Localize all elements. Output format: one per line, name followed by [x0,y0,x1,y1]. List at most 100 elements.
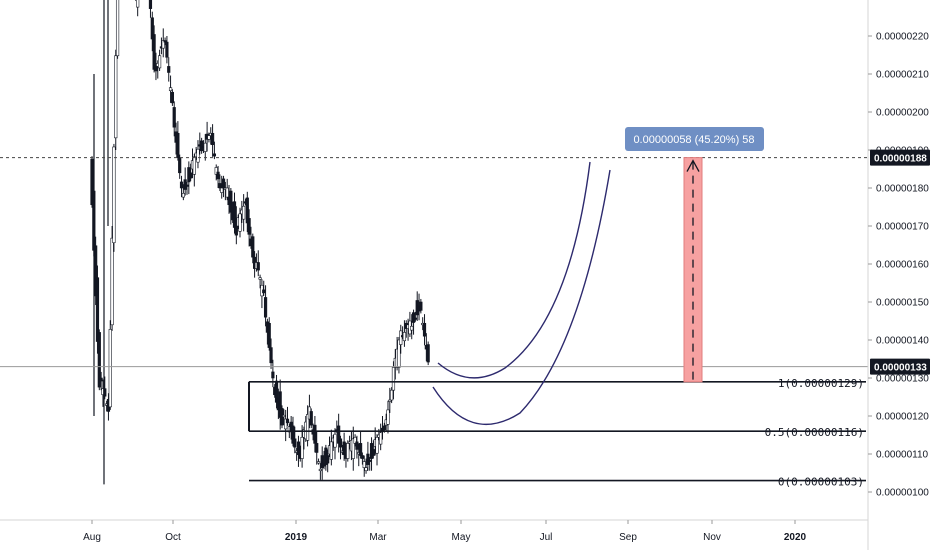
candle-body [163,40,167,43]
candle-body [154,64,158,72]
x-tick-label: Jul [540,532,553,543]
candle-body [234,218,238,236]
price-tag [870,358,930,375]
candle-body [351,438,355,459]
candle-body [358,443,363,456]
candle-body [97,332,101,388]
y-tick-label: 0.00000120 [876,412,929,423]
y-tick-label: 0.00000110 [876,450,929,461]
candle-body [364,467,368,472]
candle-body [150,17,154,40]
candle-body [269,347,273,364]
candle-body [262,289,266,294]
candle-body [397,339,401,368]
candle-body [284,418,288,430]
candle-body [282,414,286,418]
candle-body [338,438,343,448]
y-tick-label: 0.00000160 [876,260,929,271]
candle-body [320,455,324,468]
price-range-measure[interactable]: 0.00000058 (45.20%) 58 [625,127,764,383]
y-tick-label: 0.00000100 [876,488,929,499]
candle-body [176,132,180,158]
candle-body [170,91,174,104]
candle-body [337,425,341,444]
candle-body [296,441,301,456]
y-tick-label: 0.00000140 [876,336,929,347]
candle-body [371,449,375,456]
price-tag-label: 0.00000133 [874,363,927,374]
candle-body [172,107,176,128]
candle-body [189,172,193,179]
fib-level-label: 0(0.00000103) [778,476,864,489]
candle-body [263,297,268,318]
candle-body [178,157,182,174]
candle-body [368,459,372,462]
price-tag [870,149,930,166]
candle-body [183,179,187,190]
x-tick-label: May [452,532,471,543]
candle-body [333,433,337,448]
candle-body [148,0,153,9]
candle-body [402,332,407,342]
candle-series [90,0,430,485]
candle-body [410,326,414,331]
candle-body [419,301,423,311]
candle-body [229,190,233,213]
candle-body [112,146,116,244]
candle-body [267,322,271,348]
candle-body [366,453,370,465]
y-tick-label: 0.00000210 [876,70,929,81]
candle-body [411,312,416,323]
plot-area[interactable]: 1(0.00000129) 0.5(0.00000116) 0(0.00000103… [0,0,868,520]
candle-body [218,183,222,189]
candle-body [426,344,430,363]
measure-arrow-head [686,159,700,172]
candle-body [245,197,249,224]
candle-body [413,317,417,320]
x-axis[interactable]: Aug Oct 2019 Mar May Jul Sep Nov 2020 [0,519,868,543]
candle-body [256,262,260,271]
candle-body [313,424,317,444]
x-tick-label: 2019 [285,532,308,543]
x-tick-label: Aug [83,532,101,543]
projection-curves[interactable] [432,161,611,426]
candle-body [225,187,229,198]
candle-body [305,414,310,441]
candle-body [95,277,100,342]
y-axis[interactable]: 0.00000100 0.00000110 0.00000120 0.00000130… [867,0,930,550]
candle-body [316,461,321,464]
projection-curve-upper[interactable] [437,161,591,379]
candle-body [326,455,330,464]
fib-retracement[interactable]: 1(0.00000129) 0.5(0.00000116) 0(0.00000103… [248,377,866,489]
candle-body [114,55,118,139]
candle-body [232,201,237,228]
candle-body [210,132,215,145]
horizontal-lines [0,157,868,368]
candle-body [315,443,319,453]
candle-body [291,425,295,444]
measure-range-box[interactable] [683,157,703,383]
candle-body [386,409,390,425]
measure-label: 0.00000058 (45.20%) 58 [633,134,754,146]
candle-body [167,66,171,73]
candle-body [309,411,313,426]
candle-body [212,153,217,157]
candle-body [203,142,207,152]
x-tick-label: Sep [619,532,637,543]
candle-body [158,55,162,69]
candle-body [285,418,290,424]
candle-body [422,322,427,337]
candle-body [192,156,196,175]
y-tick-label: 0.00000180 [876,184,929,195]
y-tick-label: 0.00000170 [876,222,929,233]
candle-body [278,391,282,418]
projection-curve-lower[interactable] [432,169,611,426]
candle-body [399,330,403,345]
candle-body [179,181,184,189]
fib-level-label: 1(0.00000129) [778,377,864,390]
x-tick-label: Oct [165,532,181,543]
x-tick-label: Mar [369,532,387,543]
y-tick-label: 0.00000220 [876,32,929,43]
candle-body [108,329,112,408]
